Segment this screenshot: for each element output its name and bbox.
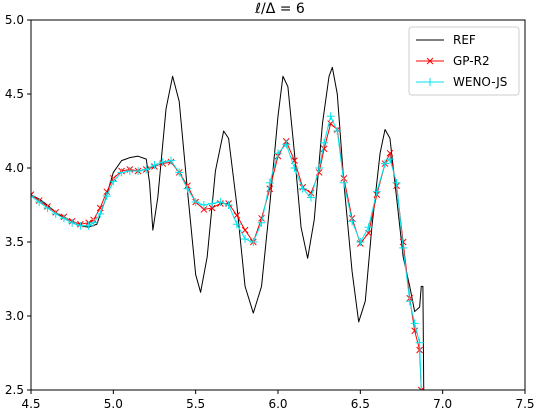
point-weno-js-25 <box>224 201 233 209</box>
point-weno-js-15 <box>142 165 151 174</box>
point-weno-js-10 <box>102 192 111 201</box>
x-tick-label: 7.5 <box>515 397 534 411</box>
legend-label: REF <box>453 33 476 47</box>
point-weno-js-22 <box>199 201 208 209</box>
point-weno-js-4 <box>59 214 68 223</box>
point-weno-js-27 <box>241 235 250 244</box>
point-gp-r2-29 <box>258 214 265 222</box>
point-weno-js-21 <box>191 198 200 207</box>
x-tick-label: 7.0 <box>433 397 452 411</box>
x-tick-label: 4.5 <box>21 397 40 411</box>
point-weno-js-32 <box>282 140 291 149</box>
point-weno-js-45 <box>381 159 390 168</box>
point-weno-js-49 <box>405 297 414 306</box>
point-weno-js-33 <box>290 164 299 172</box>
point-gp-r2-9 <box>96 204 104 212</box>
point-weno-js-42 <box>356 238 365 246</box>
series-line-gp-r2 <box>31 123 422 390</box>
point-weno-js-8 <box>89 218 98 227</box>
point-weno-js-0 <box>31 192 35 201</box>
y-tick-label: 3.5 <box>5 235 24 249</box>
point-gp-r2-46 <box>386 149 394 157</box>
point-weno-js-23 <box>208 199 217 208</box>
point-weno-js-28 <box>249 238 258 246</box>
point-weno-js-31 <box>274 149 282 158</box>
y-tick-label: 2.5 <box>5 383 24 397</box>
point-weno-js-39 <box>333 127 342 135</box>
point-weno-js-44 <box>372 187 381 196</box>
x-tick-label: 6.0 <box>268 397 287 411</box>
y-tick-label: 4.5 <box>5 87 24 101</box>
point-weno-js-37 <box>320 138 329 147</box>
point-weno-js-19 <box>175 168 184 177</box>
y-tick-label: 3.0 <box>5 309 24 323</box>
point-weno-js-34 <box>298 184 307 193</box>
point-weno-js-17 <box>158 158 167 167</box>
legend-item-gp-r2: GP-R2 <box>416 54 490 68</box>
legend-item-weno-js: WENO-JS <box>416 75 507 89</box>
point-gp-r2-23 <box>208 204 216 212</box>
y-tick-label: 5.0 <box>5 13 24 27</box>
point-weno-js-52 <box>417 386 426 390</box>
point-weno-js-9 <box>96 209 105 218</box>
x-tick-label: 5.5 <box>186 397 205 411</box>
legend-box <box>408 26 520 96</box>
point-weno-js-20 <box>183 184 192 193</box>
point-weno-js-12 <box>117 168 126 177</box>
point-weno-js-30 <box>265 178 274 187</box>
series-weno-js <box>31 112 426 390</box>
point-gp-r2-52 <box>417 386 425 390</box>
point-weno-js-11 <box>109 177 118 186</box>
point-weno-js-24 <box>216 198 225 207</box>
series-gp-r2 <box>31 120 425 390</box>
point-weno-js-7 <box>84 221 93 230</box>
point-gp-r2-10 <box>103 188 111 196</box>
y-tick-label: 4.0 <box>5 161 24 175</box>
x-tick-label: 5.0 <box>104 397 123 411</box>
point-weno-js-41 <box>348 217 357 226</box>
point-weno-js-1 <box>35 198 44 207</box>
point-weno-js-43 <box>364 223 373 232</box>
point-weno-js-36 <box>315 164 324 172</box>
series-ref <box>31 66 425 390</box>
point-weno-js-50 <box>410 319 419 328</box>
point-weno-js-51 <box>415 338 424 347</box>
point-weno-js-6 <box>76 221 85 230</box>
point-weno-js-26 <box>232 220 241 229</box>
point-weno-js-48 <box>399 243 408 252</box>
legend-label: WENO-JS <box>453 75 507 89</box>
point-weno-js-13 <box>125 166 134 175</box>
point-gp-r2-22 <box>200 206 208 213</box>
series-line-ref <box>31 66 425 390</box>
legend-marker <box>426 78 434 86</box>
point-gp-r2-27 <box>241 226 249 234</box>
point-weno-js-18 <box>166 156 175 165</box>
x-tick-label: 6.5 <box>351 397 370 411</box>
point-weno-js-40 <box>339 178 348 187</box>
point-weno-js-14 <box>134 166 143 175</box>
legend: REF GP-R2 WENO-JS <box>408 26 520 96</box>
point-weno-js-5 <box>68 218 77 227</box>
point-weno-js-3 <box>51 209 60 218</box>
plot-area <box>31 66 426 390</box>
y-axis: 2.5 3.0 3.5 4.0 4.5 5.0 <box>5 13 31 397</box>
legend-marker <box>426 57 434 65</box>
x-axis: 4.5 5.0 5.5 6.0 6.5 7.0 7.5 <box>21 390 535 411</box>
point-weno-js-2 <box>43 203 52 212</box>
point-gp-r2-48 <box>399 238 407 246</box>
point-weno-js-38 <box>326 112 335 121</box>
point-gp-r2-26 <box>233 212 241 219</box>
point-weno-js-16 <box>150 161 159 170</box>
chart-title: ℓ/Δ = 6 <box>254 1 305 17</box>
series-line-weno-js <box>31 115 422 390</box>
point-weno-js-46 <box>385 155 394 164</box>
legend-label: GP-R2 <box>453 54 490 68</box>
point-weno-js-35 <box>306 193 315 202</box>
legend-item-ref: REF <box>416 33 476 47</box>
point-gp-r2-40 <box>340 175 348 182</box>
point-gp-r2-0 <box>31 191 35 198</box>
point-weno-js-47 <box>392 178 401 187</box>
point-weno-js-29 <box>257 218 266 227</box>
